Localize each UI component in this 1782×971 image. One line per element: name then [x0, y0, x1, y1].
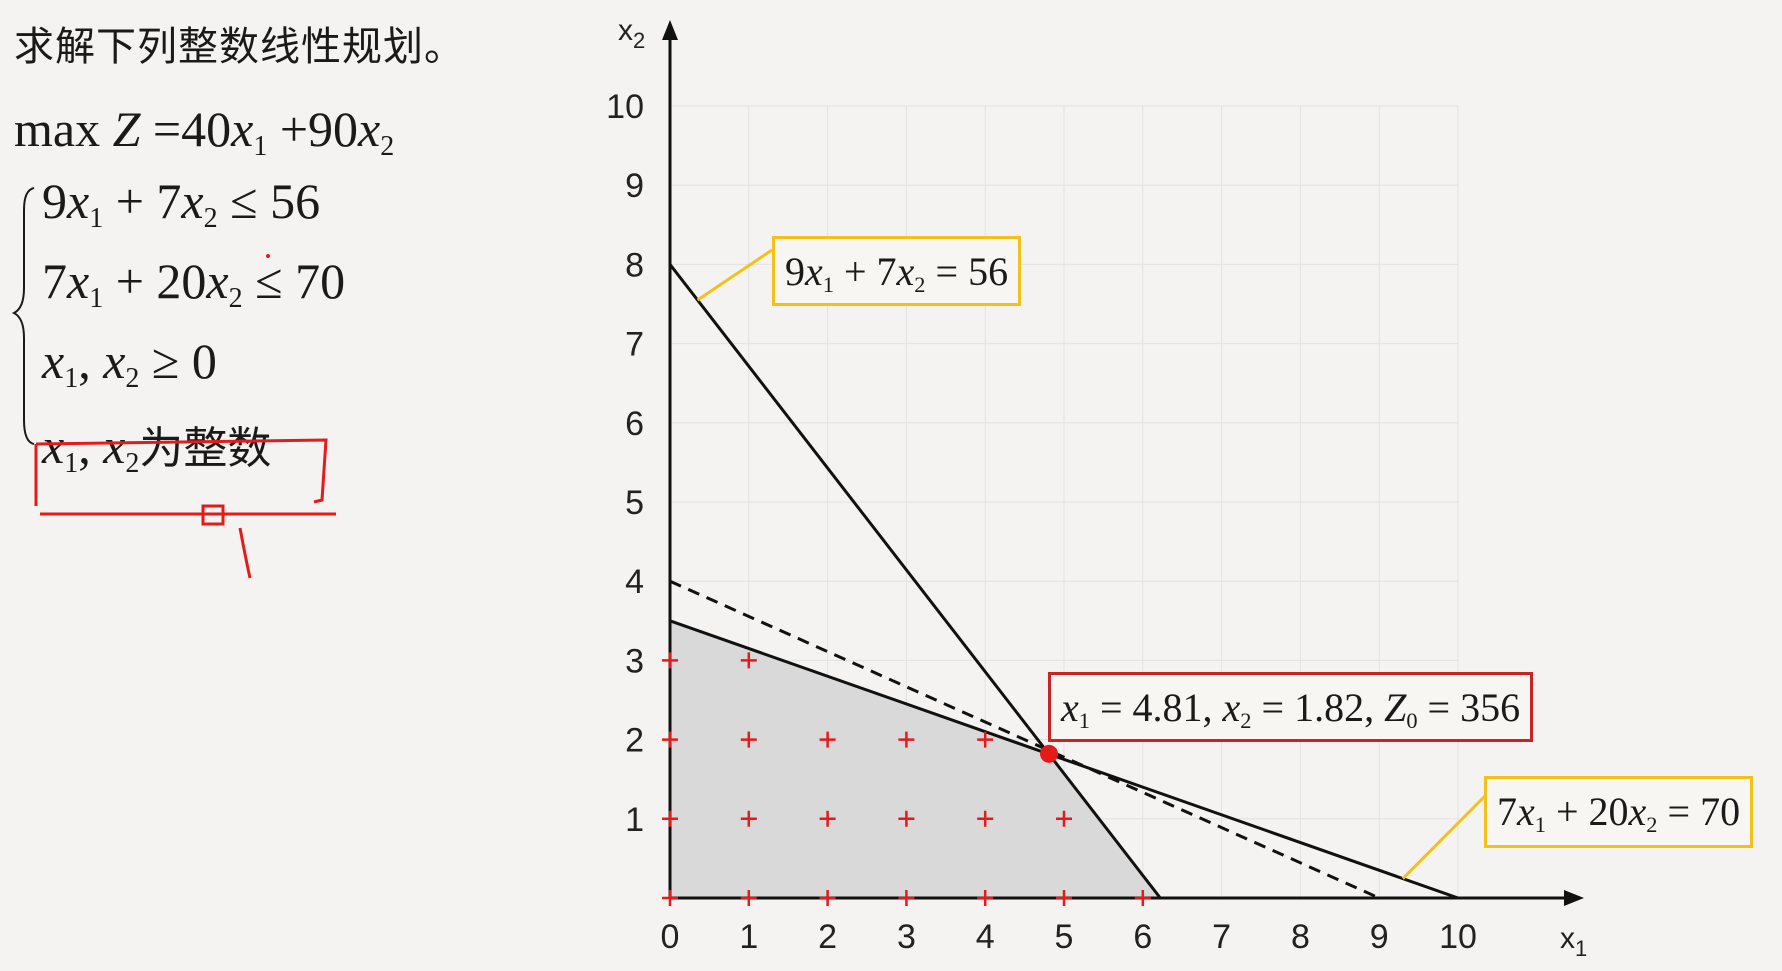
optimum-point	[1040, 744, 1059, 763]
y-axis-arrow	[662, 20, 678, 40]
x-axis-arrow	[1564, 890, 1584, 906]
integer-point	[662, 890, 678, 906]
y-tick-label: 7	[625, 326, 644, 364]
integer-point	[662, 652, 678, 669]
objective-max: max	[14, 101, 101, 157]
y-tick-label: 8	[625, 246, 644, 284]
objective-c1: 40	[181, 101, 232, 157]
integer-point	[1056, 890, 1072, 906]
x-tick-label: 7	[1212, 918, 1231, 956]
y-tick-label: 2	[625, 722, 644, 760]
objective-dashed-line	[669, 579, 1380, 900]
y-tick-label: 10	[606, 88, 644, 126]
objective-plus: +	[279, 101, 309, 157]
integer-point	[977, 890, 994, 906]
x-tick-label: 9	[1370, 918, 1389, 956]
callout-line2: 7x1 + 20x2 = 70	[1484, 776, 1754, 848]
constraint-nonnegativity: x1, x2 ≥ 0	[42, 333, 217, 394]
x-axis-label: x1	[1560, 922, 1587, 961]
y-axis-label: x2	[618, 14, 645, 53]
integer-point	[819, 890, 836, 906]
constraint-line-1	[668, 263, 1162, 899]
x-tick-label: 8	[1291, 918, 1310, 956]
y-tick-label: 6	[625, 405, 644, 443]
integer-point	[898, 810, 915, 827]
integer-point	[740, 652, 757, 669]
x-tick-label: 10	[1439, 918, 1477, 956]
x-tick-label: 0	[661, 918, 680, 956]
integer-point	[819, 810, 836, 827]
x-tick-label: 2	[818, 918, 837, 956]
callout-line1: 9x1 + 7x2 = 56	[772, 236, 1022, 306]
constraint-line-2	[669, 619, 1459, 900]
integer-point	[819, 731, 836, 748]
y-tick-label: 3	[625, 642, 644, 680]
integer-point	[977, 810, 994, 827]
integer-point	[1134, 890, 1151, 906]
integer-point	[740, 810, 757, 827]
callout-optimum: x1 = 4.81, x2 = 1.82, Z0 = 356	[1048, 672, 1534, 742]
objective-eq: =	[152, 101, 182, 157]
callout-line2-leader	[1401, 792, 1489, 880]
y-tick-label: 1	[625, 801, 644, 839]
integer-point	[898, 731, 915, 748]
feasible-region	[670, 620, 1161, 898]
y-tick-label: 5	[625, 484, 644, 522]
integer-point	[740, 731, 757, 748]
x-tick-label: 6	[1133, 918, 1152, 956]
integer-point	[977, 731, 994, 748]
integer-point	[1056, 810, 1072, 827]
integer-point	[662, 810, 678, 827]
problem-title: 求解下列整数线性规划。	[14, 24, 465, 70]
integer-point	[740, 890, 757, 906]
y-tick-label: 4	[625, 563, 644, 601]
objective-z: Z	[112, 101, 141, 157]
y-tick-label: 9	[625, 167, 644, 205]
callout-line1-leader	[696, 248, 773, 302]
constraint-2: 7x1 + 20x2 ≤ 70	[42, 253, 346, 314]
x-tick-label: 1	[739, 918, 758, 956]
integer-point	[898, 890, 915, 906]
objective-function: max Z =40x1 +90x2	[14, 101, 395, 162]
x-tick-label: 3	[897, 918, 916, 956]
integer-point	[662, 731, 678, 748]
objective-c2: 90	[308, 101, 359, 157]
constraint-brace	[11, 187, 35, 445]
constraint-1: 9x1 + 7x2 ≤ 56	[42, 173, 321, 234]
x-tick-label: 4	[976, 918, 995, 956]
problem-panel: 求解下列整数线性规划。 max Z =40x1 +90x2 9x1 + 7x2 …	[0, 0, 600, 971]
x-tick-label: 5	[1055, 918, 1074, 956]
